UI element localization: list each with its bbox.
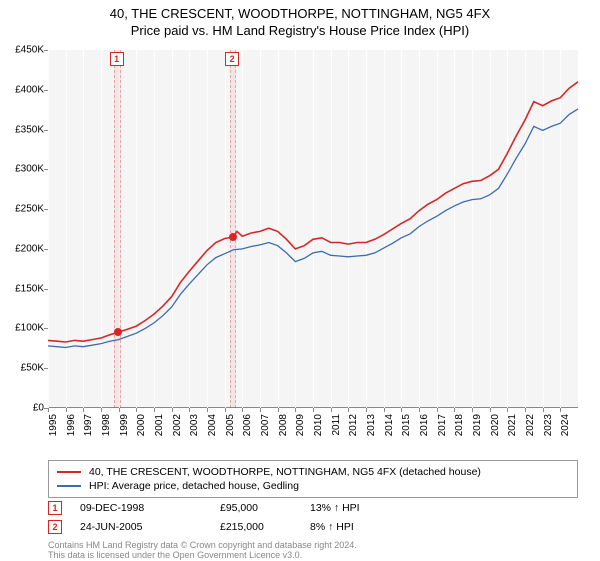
y-tick-label: £250K [15,204,44,215]
x-tick-label: 2004 [207,414,218,436]
sale-row: 1 09-DEC-1998£95,00013% ↑ HPI [48,500,578,516]
y-tick-mark [44,289,48,290]
footnote-line: This data is licensed under the Open Gov… [48,550,357,560]
chart-container: 40, THE CRESCENT, WOODTHORPE, NOTTINGHAM… [0,0,600,560]
chart-subtitle: Price paid vs. HM Land Registry's House … [0,23,600,38]
x-tick-label: 2000 [136,414,147,436]
sale-index-box: 2 [48,520,62,534]
sale-index-box: 1 [48,501,62,515]
y-tick-label: £300K [15,164,44,175]
line-series-svg [48,50,578,408]
y-tick-mark [44,249,48,250]
x-tick-label: 2011 [331,414,342,436]
legend-item: 40, THE CRESCENT, WOODTHORPE, NOTTINGHAM… [57,465,569,479]
y-tick-label: £100K [15,323,44,334]
sale-events: 1 09-DEC-1998£95,00013% ↑ HPI 2 24-JUN-2005… [48,500,578,538]
series-line [48,82,578,342]
legend-swatch [57,471,81,473]
sale-marker-point [229,233,237,241]
sale-hpi-delta: 13% ↑ HPI [310,502,360,514]
x-tick-label: 1997 [83,414,94,436]
x-tick-label: 1995 [48,414,59,436]
x-tick-label: 2024 [560,414,571,436]
y-tick-label: £150K [15,283,44,294]
x-tick-label: 2003 [189,414,200,436]
x-tick-label: 2018 [454,414,465,436]
x-tick-label: 2009 [295,414,306,436]
x-tick-label: 1996 [66,414,77,436]
y-tick-mark [44,169,48,170]
x-tick-label: 2013 [366,414,377,436]
footnote-line: Contains HM Land Registry data © Crown c… [48,540,357,550]
y-tick-mark [44,209,48,210]
y-tick-label: £450K [15,45,44,56]
sale-price: £215,000 [220,521,310,533]
sale-marker-label: 2 [225,52,239,66]
x-tick-label: 2006 [242,414,253,436]
x-tick-label: 2005 [225,414,236,436]
series-line [48,109,578,348]
x-tick-label: 2015 [401,414,412,436]
x-tick-label: 2010 [313,414,324,436]
sale-marker-label: 1 [110,52,124,66]
sale-date: 09-DEC-1998 [80,502,220,514]
sale-price: £95,000 [220,502,310,514]
x-tick-label: 2014 [384,414,395,436]
x-tick-label: 2023 [543,414,554,436]
x-tick-label: 2012 [348,414,359,436]
y-tick-mark [44,90,48,91]
legend-label: 40, THE CRESCENT, WOODTHORPE, NOTTINGHAM… [89,466,481,478]
sale-marker-point [114,328,122,336]
chart-title: 40, THE CRESCENT, WOODTHORPE, NOTTINGHAM… [0,6,600,21]
sale-date: 24-JUN-2005 [80,521,220,533]
y-tick-label: £400K [15,84,44,95]
x-tick-label: 2019 [472,414,483,436]
x-tick-label: 2017 [437,414,448,436]
y-tick-label: £200K [15,243,44,254]
plot-area: 12 [48,50,578,408]
legend-box: 40, THE CRESCENT, WOODTHORPE, NOTTINGHAM… [48,460,578,498]
y-tick-mark [44,130,48,131]
legend-label: HPI: Average price, detached house, Gedl… [89,480,299,492]
x-tick-label: 2008 [278,414,289,436]
x-tick-label: 2002 [172,414,183,436]
x-tick-label: 2001 [154,414,165,436]
y-tick-mark [44,50,48,51]
x-axis: 1995 1996 1997 1998 1999 2000 2001 2002 2003 2004… [48,408,578,454]
x-tick-label: 2021 [507,414,518,436]
x-tick-label: 2016 [419,414,430,436]
y-axis: £0£50K£100K£150K£200K£250K£300K£350K£400… [0,50,48,408]
footnote: Contains HM Land Registry data © Crown c… [48,540,357,561]
y-tick-label: £0 [33,403,44,414]
legend-swatch [57,485,81,487]
y-tick-mark [44,368,48,369]
x-tick-label: 2022 [525,414,536,436]
y-tick-label: £350K [15,124,44,135]
y-tick-mark [44,328,48,329]
x-tick-label: 2007 [260,414,271,436]
sale-hpi-delta: 8% ↑ HPI [310,521,354,533]
x-tick-label: 1998 [101,414,112,436]
x-tick-label: 2020 [490,414,501,436]
title-block: 40, THE CRESCENT, WOODTHORPE, NOTTINGHAM… [0,0,600,38]
sale-row: 2 24-JUN-2005£215,0008% ↑ HPI [48,519,578,535]
y-tick-label: £50K [21,363,44,374]
legend-item: HPI: Average price, detached house, Gedl… [57,479,569,493]
x-tick-label: 1999 [119,414,130,436]
